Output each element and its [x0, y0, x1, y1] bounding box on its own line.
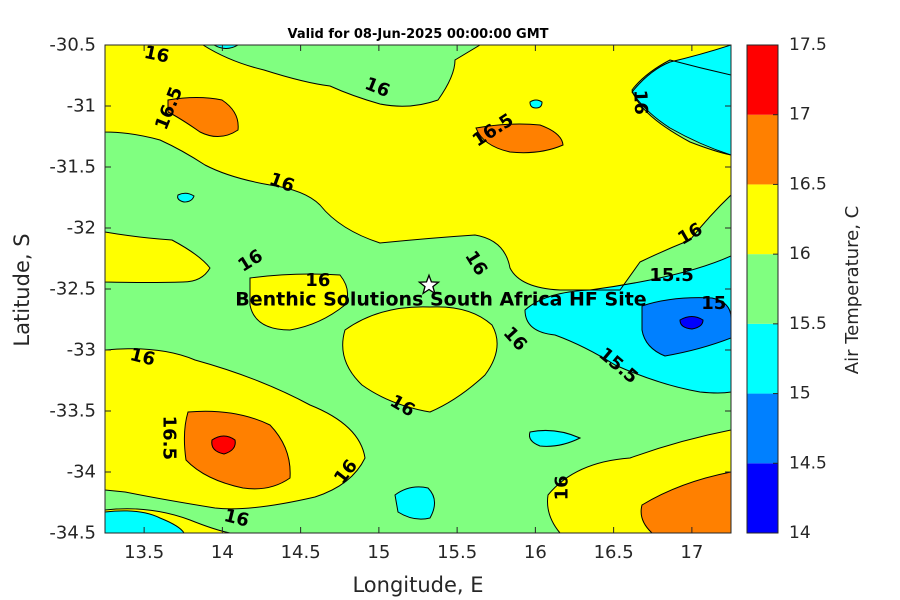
- contour-label: 16.5: [159, 416, 180, 460]
- temperature-band-15-15.5: [395, 486, 435, 520]
- x-tick-label: 14.5: [281, 542, 321, 563]
- contour-line: [211, 435, 236, 455]
- temperature-band-14-14.5: [680, 316, 703, 329]
- contour-line: [631, 45, 731, 156]
- contour-label: 16: [142, 42, 171, 68]
- contour-line: [641, 297, 731, 357]
- contour-line: [529, 430, 582, 447]
- temperature-band-15-15.5: [177, 193, 194, 202]
- temperature-band-15-15.5: [530, 100, 542, 108]
- contour-label: 15: [701, 293, 726, 314]
- y-tick-label: -30.5: [49, 35, 96, 56]
- contour-line: [167, 97, 239, 137]
- y-tick-label: -34.5: [49, 523, 96, 544]
- y-tick-label: -31.5: [49, 157, 96, 178]
- colorbar-tick-label: 16.5: [789, 174, 827, 194]
- y-tick-label: -32.5: [49, 279, 96, 300]
- colorbar-tick-label: 17.5: [789, 35, 827, 55]
- colorbar-tick-label: 15.5: [789, 314, 827, 334]
- colorbar: 14 14.5 15 15.5 16 16.5 17 17.5: [746, 35, 827, 543]
- temperature-band-16-16.5: [105, 45, 731, 290]
- y-tick-label: -33: [67, 340, 96, 361]
- colorbar-swatch: [747, 393, 778, 464]
- contour-label: 16: [629, 89, 651, 115]
- y-tick-label: -34: [67, 462, 96, 483]
- x-tick-label: 14: [211, 542, 234, 563]
- contour-line: [105, 348, 366, 510]
- colorbar-swatch: [747, 114, 778, 185]
- contour-line: [640, 471, 731, 533]
- colorbar-tick-label: 14.5: [789, 453, 827, 473]
- contour-label: 16: [551, 475, 572, 500]
- temperature-band-16.5-17: [168, 97, 239, 137]
- colorbar-swatch: [747, 45, 778, 115]
- temperature-band-16.5-17: [641, 472, 731, 533]
- contour-line: [249, 273, 349, 331]
- colorbar-tick-label: 16: [789, 244, 811, 264]
- temperature-band-16-16.5: [250, 274, 348, 330]
- contour-line: [342, 306, 498, 413]
- x-tick-label: 13.5: [124, 542, 164, 563]
- temperature-band-15-15.5: [105, 510, 184, 533]
- temperature-band-15-15.5: [632, 45, 731, 155]
- x-tick-label: 15.5: [437, 542, 477, 563]
- colorbar-tick-label: 17: [789, 105, 811, 125]
- y-tick-label: -32: [67, 218, 96, 239]
- contour-line: [183, 410, 291, 490]
- temperature-band-16.5-17: [184, 411, 291, 489]
- temperature-band-16-16.5: [342, 306, 498, 412]
- temperature-band-16-16.5: [105, 232, 210, 283]
- colorbar-tick-label: 15: [789, 384, 811, 404]
- site-label: Benthic Solutions South Africa HF Site: [235, 288, 646, 310]
- contour-line: [394, 486, 435, 520]
- colorbar-label: Air Temperature, C: [842, 206, 863, 374]
- x-axis-label: Longitude, E: [352, 573, 483, 597]
- contour-line: [105, 231, 211, 283]
- y-tick-label: -31: [67, 96, 96, 117]
- contour-line: [547, 429, 731, 533]
- x-tick-label: 17: [680, 542, 703, 563]
- x-axis: 13.5 14 14.5 15 15.5 16 16.5 17: [124, 45, 703, 563]
- contour-line: [529, 99, 543, 109]
- y-tick-label: -33.5: [49, 401, 96, 422]
- colorbar-frame: [746, 44, 779, 534]
- y-axis: -30.5 -31 -31.5 -32 -32.5 -33 -33.5 -34 -34.5: [49, 35, 731, 544]
- x-tick-label: 16.5: [594, 542, 634, 563]
- contour-line: [177, 192, 195, 203]
- contour-label: 15.5: [649, 265, 693, 286]
- colorbar-swatch: [747, 184, 778, 255]
- contour-label: 16: [305, 270, 330, 291]
- colorbar-swatch: [747, 463, 778, 533]
- temperature-band-15-15.5: [525, 256, 731, 393]
- temperature-band-17-17.5: [211, 436, 236, 454]
- site-marker-layer: Benthic Solutions South Africa HF Site: [235, 273, 647, 310]
- contour-line: [105, 45, 731, 291]
- colorbar-swatch: [747, 323, 778, 394]
- contour-line: [679, 316, 704, 330]
- colorbar-tick-label: 14: [789, 523, 811, 543]
- x-tick-label: 16: [524, 542, 547, 563]
- contour-line: [105, 510, 185, 533]
- x-tick-label: 15: [367, 542, 390, 563]
- y-axis-label: Latitude, S: [10, 233, 34, 346]
- contour-line: [475, 123, 564, 154]
- contour-line: [524, 255, 731, 394]
- temperature-band-16.5-17: [476, 124, 563, 153]
- plot-area: [105, 45, 731, 533]
- colorbar-swatch: [747, 254, 778, 324]
- temperature-band-15-15.5: [529, 430, 580, 447]
- site-star-icon: [417, 273, 441, 295]
- chart-title: Valid for 08-Jun-2025 00:00:00 GMT: [288, 27, 549, 42]
